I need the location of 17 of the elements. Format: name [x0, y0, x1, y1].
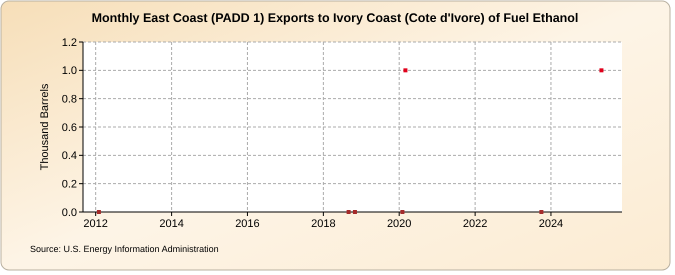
- y-tick-label: 1.2: [62, 36, 77, 49]
- x-tick-label: 2024: [538, 218, 564, 230]
- x-tick-label: 2016: [235, 218, 260, 230]
- x-tick-label: 2018: [311, 218, 336, 230]
- y-tick-label: 0.6: [62, 122, 77, 134]
- x-tick-label: 2020: [386, 218, 412, 230]
- y-tick-label: 0.0: [62, 206, 77, 219]
- y-tick-label: 0.8: [62, 94, 77, 106]
- y-tick-label: 0.2: [62, 178, 77, 191]
- chart-title: Monthly East Coast (PADD 1) Exports to Ivory Coast (Cote d'Ivore) of Fuel Ethanol: [92, 11, 578, 25]
- x-tick-label: 2014: [159, 218, 184, 230]
- y-tick-label: 1.0: [62, 65, 77, 78]
- x-tick-label: 2012: [83, 218, 108, 230]
- x-tick-label: 2022: [462, 218, 488, 230]
- y-axis-title: Thousand Barrels: [39, 83, 51, 170]
- source-note: Source: U.S. Energy Information Administration: [30, 244, 219, 254]
- y-tick-label: 0.4: [62, 150, 77, 162]
